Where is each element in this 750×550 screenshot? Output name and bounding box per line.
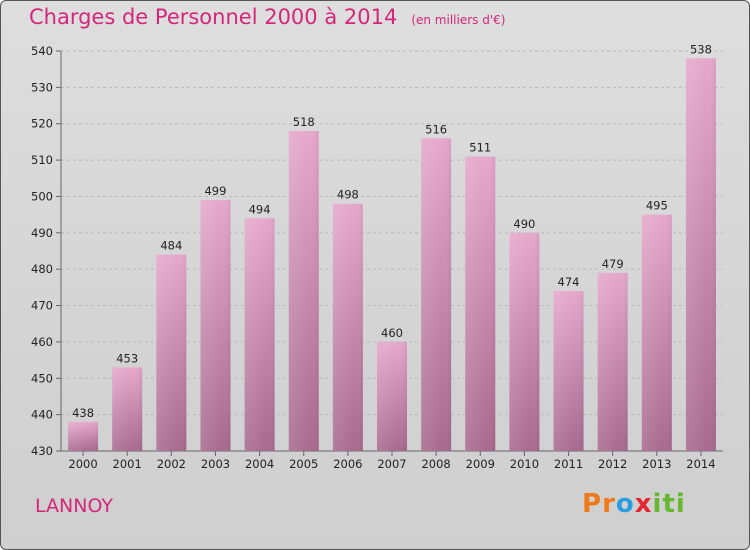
logo-letter: P (582, 489, 603, 519)
y-tick-label: 540 (31, 44, 53, 58)
y-tick-label: 480 (31, 262, 53, 276)
place-name: LANNOY (35, 495, 113, 517)
bar-shade (156, 254, 187, 451)
bar-2008 (421, 138, 452, 452)
data-labels: 438 453 484 499 494 518 498 460 516 511 490 474 479 4… (72, 42, 712, 420)
bar-value-label: 460 (381, 326, 403, 340)
x-tick-label: 2014 (686, 457, 715, 471)
bar-shade (377, 341, 407, 451)
x-tick-label: 2009 (466, 457, 495, 471)
axes: 430 440 450 460 470 480 490 500 510 520 530 540 2000… (31, 44, 723, 471)
x-tick-label: 2003 (201, 457, 230, 471)
x-tick-label: 2008 (421, 457, 450, 471)
bar-value-label: 538 (690, 42, 712, 56)
bar-2004 (244, 218, 275, 451)
x-tick-label: 2005 (289, 457, 318, 471)
y-tick-label: 450 (31, 371, 53, 385)
x-tick-label: 2001 (113, 457, 142, 471)
x-tick-label: 2002 (157, 457, 186, 471)
bar-value-label: 499 (204, 184, 226, 198)
y-tick-label: 440 (31, 408, 53, 422)
chart-title: Charges de Personnel 2000 à 2014 (en mill… (29, 5, 505, 29)
bars (68, 58, 716, 452)
bar-shade (112, 367, 143, 451)
bar-2003 (200, 200, 231, 451)
bar-shade (553, 291, 584, 451)
y-tick-label: 460 (31, 335, 53, 349)
bar-shade (421, 138, 452, 452)
bar-shade (332, 203, 363, 451)
bar-shade (288, 131, 319, 451)
bar-2012 (597, 272, 628, 451)
bar-shade (68, 421, 99, 451)
logo-letter: t (662, 489, 676, 519)
bar-value-label: 498 (337, 188, 359, 202)
bar-value-label: 495 (646, 199, 668, 213)
y-tick-label: 510 (31, 153, 53, 167)
x-tick-label: 2004 (245, 457, 274, 471)
bar-value-label: 511 (469, 140, 491, 154)
x-tick-label: 2012 (598, 457, 627, 471)
y-tick-label: 500 (31, 189, 53, 203)
x-tick-label: 2007 (377, 457, 406, 471)
bar-shade (509, 232, 540, 451)
bar-2006 (332, 203, 363, 451)
y-tick-label: 490 (31, 226, 53, 240)
bar-value-label: 494 (249, 202, 271, 216)
bar-2002 (156, 254, 187, 451)
x-tick-label: 2013 (642, 457, 671, 471)
bar-2000 (68, 421, 99, 451)
bar-value-label: 438 (72, 406, 94, 420)
bar-shade (244, 218, 275, 451)
bar-2005 (288, 131, 319, 451)
logo-letter: r (602, 489, 616, 519)
bar-value-label: 516 (425, 122, 447, 136)
bar-value-label: 518 (293, 115, 315, 129)
bar-2013 (641, 214, 672, 451)
x-tick-label: 2006 (333, 457, 362, 471)
bar-2014 (685, 58, 716, 451)
bar-2007 (377, 341, 407, 451)
x-tick-label: 2010 (510, 457, 539, 471)
bar-2010 (509, 232, 540, 451)
logo-letter: x (634, 489, 653, 519)
bar-shade (200, 200, 231, 451)
bar-value-label: 490 (513, 217, 535, 231)
bar-value-label: 453 (116, 351, 138, 365)
bar-value-label: 484 (160, 239, 182, 253)
bar-2011 (553, 291, 584, 451)
y-tick-label: 430 (31, 444, 53, 458)
logo-letter: o (615, 489, 635, 519)
x-tick-label: 2011 (554, 457, 583, 471)
chart-title-text: Charges de Personnel 2000 à 2014 (29, 5, 398, 29)
y-tick-label: 530 (31, 80, 53, 94)
y-tick-label: 520 (31, 117, 53, 131)
x-tick-label: 2000 (68, 457, 97, 471)
bar-shade (597, 272, 628, 451)
logo-letter: i (675, 489, 686, 519)
bar-value-label: 479 (602, 257, 624, 271)
bar-shade (465, 156, 496, 452)
proxiti-logo: Proxiti (582, 489, 686, 519)
bar-shade (685, 58, 716, 451)
bar-value-label: 474 (558, 275, 580, 289)
bar-2009 (465, 156, 496, 452)
bar-shade (641, 214, 672, 451)
logo-letter: i (652, 489, 663, 519)
chart-unit: (en milliers d'€) (411, 13, 506, 27)
bar-2001 (112, 367, 143, 451)
y-tick-label: 470 (31, 299, 53, 313)
